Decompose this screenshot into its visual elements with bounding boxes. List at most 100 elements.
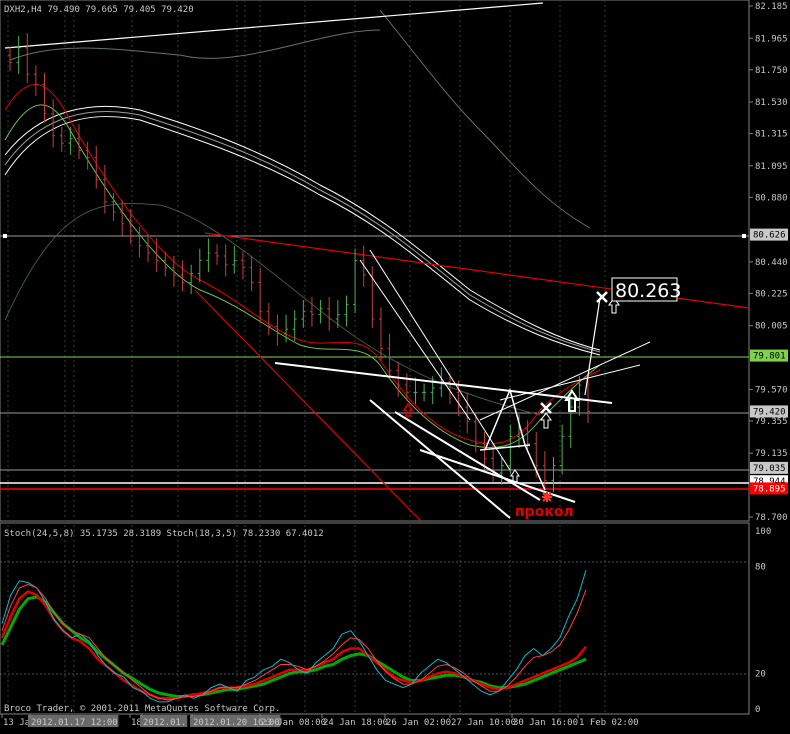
price-tag-label: 79.801 [753,352,786,362]
candle [258,267,263,324]
candle [59,126,64,152]
ma-long [379,9,591,229]
price-tick-label: 81.315 [755,130,788,140]
price-tag-label: 79.035 [753,464,786,474]
candle [146,234,151,262]
line-handle-left[interactable] [3,234,7,238]
time-label: 30 Jan 16:00 [513,718,578,728]
time-label: 2012.01.20 16:00 [193,718,280,728]
price-tag-box [750,349,788,362]
ma-green-fast [4,104,601,448]
price-tick-label: 80.225 [755,289,788,299]
candle [284,314,289,343]
candle [68,126,73,155]
price-tick-label: 79.135 [755,449,788,459]
candle [577,376,582,416]
candle [387,333,392,380]
stoch-tick-label: 80 [755,563,766,573]
candle [94,146,99,189]
target-label-box [611,277,678,302]
price-tag-label: 78.944 [753,477,786,487]
level-lines [0,235,749,490]
price-tag-box [750,482,788,495]
price-tick-label: 81.530 [755,98,788,108]
candle [240,251,245,280]
stoch-series-line [1,583,587,701]
stoch-series-line [0,590,587,700]
candle [232,245,237,274]
candle [223,244,228,277]
candle [137,226,142,258]
ma-envelope-mid [4,111,601,353]
down-arrow-icon-red [402,402,414,417]
stochastic-axis: 100 80 20 0 [755,527,771,715]
upper-trend-line [4,2,544,49]
time-label: 2012.01. [143,718,186,728]
price-tag-label: 80.626 [753,231,786,241]
candle [163,251,168,277]
ma-envelope-upper [4,116,601,356]
fan-line-3 [479,341,651,421]
candle [120,200,125,236]
projection-line [584,297,601,396]
candle [249,256,254,292]
time-label-highlight [190,715,281,727]
candle [456,380,461,416]
chart-header: DXH2,H4 79.490 79.665 79.405 79.420 [4,5,194,15]
candle [128,209,133,245]
candle [51,99,56,148]
time-label: 27 Jan 10:00 [451,718,516,728]
time-label: 26 Jan 02:00 [386,718,451,728]
ma-envelope-upper-2 [4,105,601,351]
pierce-star-icon [542,492,552,502]
stochastic-lines [0,570,587,703]
red-channel-lower [194,289,421,521]
target-label: 80.263 [615,280,681,302]
pattern-lines [274,249,651,519]
candle [413,377,418,405]
price-tag-label: 78.895 [753,484,786,494]
candle [154,238,159,273]
candle [318,299,323,324]
pierce-label: прокол [515,504,574,520]
candle [301,299,306,328]
candle [344,295,349,327]
stoch-series-line [1,570,587,703]
price-tag-box [750,461,788,474]
candle [378,307,383,361]
channel-line-a [369,399,511,519]
candle [551,456,556,493]
candle [180,260,185,292]
moving-averages [4,9,601,448]
candle [508,424,513,475]
candle [275,314,280,346]
candles-group [8,33,590,493]
price-tick-label: 81.965 [755,34,788,44]
candle [206,238,211,273]
ma-red-fast [4,84,601,445]
time-axis: 13 Jan 20122012.01.17 12:00182012.01.201… [1,714,639,728]
markers [402,291,620,502]
copyright-text: Broco Trader, © 2001-2011 MetaQuotes Sof… [4,704,280,714]
indicator-header: Stoch(24,5,8) 35.1735 28.3189 Stoch(18,3… [4,529,324,539]
candle [327,297,332,331]
stoch-tick-label: 20 [755,669,766,679]
candle [77,124,82,160]
time-label: 18 [131,718,142,728]
indicator-frame [0,522,750,715]
price-tag-label: 79.420 [753,407,786,417]
price-tick-label: 81.095 [755,162,788,172]
candle [111,192,116,221]
up-arrow-icon-small [510,469,520,483]
fan-line-1 [359,259,471,421]
price-tick-label: 79.570 [755,385,788,395]
candle [292,310,297,342]
price-tick-label: 81.750 [755,66,788,76]
line-handle-right[interactable] [742,234,746,238]
candle [25,33,30,83]
main-chart-frame [0,0,750,522]
time-label-highlight [28,715,119,727]
